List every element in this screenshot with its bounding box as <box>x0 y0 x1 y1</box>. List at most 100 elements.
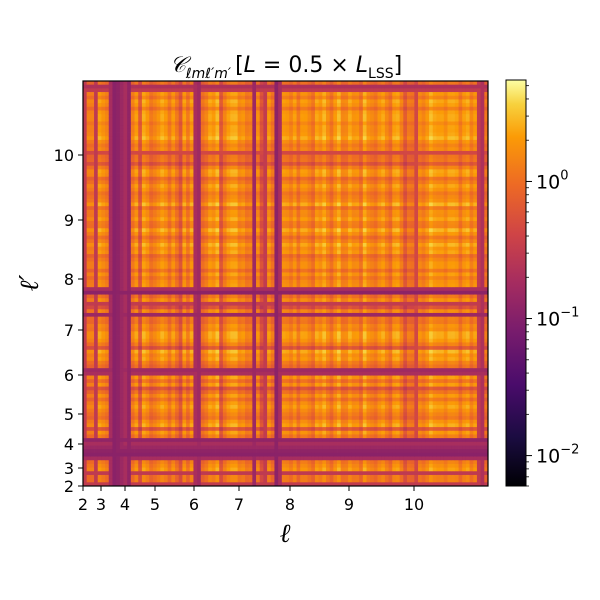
heatmap-cell <box>171 265 176 270</box>
heatmap-cell <box>97 338 102 343</box>
heatmap-cell <box>83 386 88 391</box>
heatmap-cell <box>167 132 172 137</box>
heatmap-cell <box>167 283 172 288</box>
heatmap-cell <box>127 136 132 141</box>
heatmap-cell <box>175 198 180 203</box>
heatmap-cell <box>83 110 88 115</box>
heatmap-cell <box>237 158 242 163</box>
heatmap-cell <box>86 191 91 196</box>
heatmap-cell <box>211 382 216 387</box>
heatmap-cell <box>112 81 117 86</box>
heatmap-cell <box>204 460 209 465</box>
heatmap-cell <box>160 298 165 303</box>
heatmap-cell <box>208 393 213 399</box>
heatmap-cell <box>116 187 121 192</box>
heatmap-cell <box>167 106 172 111</box>
heatmap-cell <box>178 482 183 487</box>
heatmap-cell <box>119 202 124 207</box>
heatmap-cell <box>134 103 139 108</box>
heatmap-cell <box>175 357 180 362</box>
heatmap-cell <box>108 213 113 218</box>
heatmap-cell <box>237 360 242 365</box>
heatmap-cell <box>83 228 88 233</box>
heatmap-cell <box>222 423 227 428</box>
heatmap-cell <box>193 121 198 126</box>
heatmap-cell <box>245 261 250 266</box>
heatmap-cell <box>164 375 169 380</box>
heatmap-cell <box>193 371 198 376</box>
heatmap-cell <box>215 276 220 281</box>
heatmap-cell <box>241 335 246 340</box>
heatmap-cell <box>101 121 106 126</box>
heatmap-cell <box>182 320 187 325</box>
heatmap-cell <box>167 239 172 244</box>
heatmap-cell <box>97 206 102 211</box>
heatmap-cell <box>86 246 91 251</box>
heatmap-cell <box>119 360 124 365</box>
heatmap-cell <box>164 460 169 465</box>
heatmap-cell <box>219 276 224 281</box>
heatmap-cell <box>167 217 172 222</box>
heatmap-cell <box>245 246 250 251</box>
heatmap-cell <box>241 445 246 450</box>
heatmap-cell <box>211 147 216 152</box>
heatmap-cell <box>105 316 110 321</box>
heatmap-cell <box>211 261 216 266</box>
heatmap-cell <box>90 434 95 439</box>
heatmap-cell <box>127 88 132 93</box>
heatmap-cell <box>200 405 205 410</box>
heatmap-cell <box>233 217 239 222</box>
heatmap-cell <box>130 327 135 332</box>
heatmap-cell <box>208 257 213 262</box>
heatmap-cell <box>219 452 224 457</box>
heatmap-cell <box>160 471 165 476</box>
heatmap-cell <box>211 128 216 133</box>
heatmap-cell <box>245 239 250 244</box>
heatmap-cell <box>215 305 220 310</box>
heatmap-cell <box>178 265 183 270</box>
heatmap-cell <box>167 393 172 399</box>
heatmap-cell <box>182 427 187 432</box>
heatmap-cell <box>105 220 110 225</box>
heatmap-cell <box>189 195 194 200</box>
heatmap-cell <box>167 419 172 424</box>
heatmap-cell <box>182 482 187 487</box>
heatmap-cell <box>241 114 246 119</box>
heatmap-cell <box>94 88 99 93</box>
heatmap-cell <box>197 445 202 450</box>
heatmap-cell <box>189 139 194 144</box>
heatmap-cell <box>156 327 161 332</box>
heatmap-cell <box>245 103 250 108</box>
heatmap-cell <box>208 250 213 255</box>
heatmap-cell <box>219 117 224 122</box>
heatmap-cell <box>171 176 176 181</box>
heatmap-cell <box>149 150 154 156</box>
heatmap-cell <box>178 412 183 417</box>
heatmap-cell <box>211 416 216 421</box>
heatmap-cell <box>112 452 117 457</box>
heatmap-cell <box>149 110 154 115</box>
heatmap-cell <box>94 408 99 413</box>
heatmap-cell <box>116 228 121 233</box>
heatmap-cell <box>193 154 198 159</box>
heatmap-cell <box>112 173 117 178</box>
heatmap-cell <box>94 209 99 214</box>
heatmap-cell <box>245 349 250 354</box>
heatmap-cell <box>119 324 124 329</box>
heatmap-cell <box>222 261 227 266</box>
heatmap-cell <box>134 441 139 446</box>
heatmap-cell <box>105 191 110 196</box>
heatmap-cell <box>164 423 169 428</box>
heatmap-cell <box>138 316 143 321</box>
heatmap-cell <box>145 452 150 457</box>
heatmap-cell <box>130 456 135 461</box>
heatmap-cell <box>90 375 95 380</box>
heatmap-cell <box>204 117 209 122</box>
heatmap-cell <box>112 165 117 170</box>
heatmap-cell <box>141 301 146 306</box>
heatmap-cell <box>222 92 227 97</box>
heatmap-cell <box>193 254 198 259</box>
heatmap-cell <box>94 434 99 439</box>
heatmap-cell <box>200 309 205 314</box>
heatmap-cell <box>211 176 216 181</box>
